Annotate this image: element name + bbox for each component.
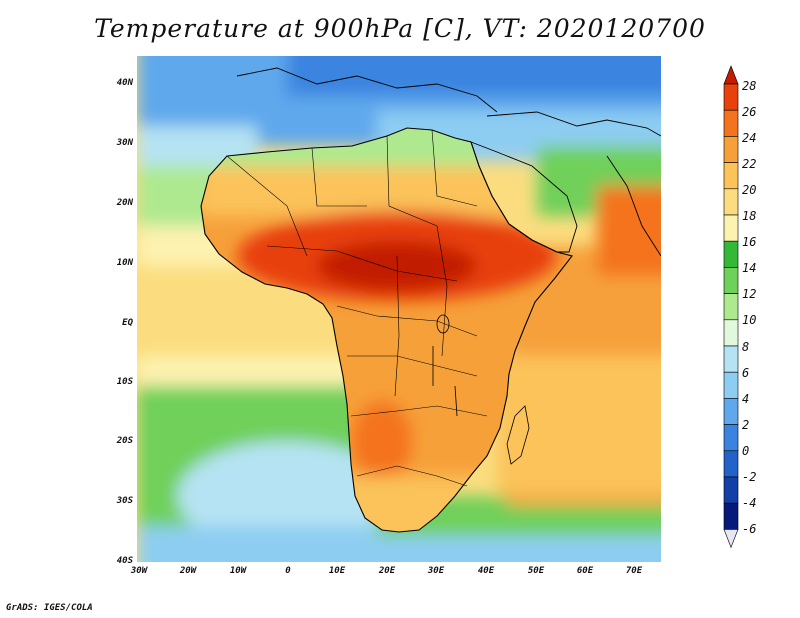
lon-label: 20W: [179, 566, 197, 576]
lon-label: 40E: [477, 566, 495, 576]
lat-label: 40S: [116, 556, 133, 566]
colorbar-label: -4: [742, 496, 757, 510]
lat-label: 40N: [116, 78, 133, 88]
colorbar-label: 20: [742, 183, 757, 197]
sahara-band: [201, 166, 517, 216]
credit-label: GrADS: IGES/COLA: [6, 603, 93, 613]
colorbar-label: 8: [742, 340, 750, 354]
asia-coast: [486, 111, 661, 137]
lon-label: 10E: [328, 566, 346, 576]
lon-label: 70E: [625, 566, 643, 576]
india-coast: [606, 155, 661, 257]
colorbar-segment: [723, 502, 739, 530]
north-cold-band: [287, 56, 661, 96]
colorbar-label: 6: [742, 366, 750, 380]
india-warm-band: [597, 186, 661, 276]
colorbar-label: 28: [742, 79, 757, 93]
lon-label: 30W: [130, 566, 148, 576]
colorbar-segment: [723, 188, 739, 216]
lat-label: 30N: [116, 138, 133, 148]
colorbar-label: -2: [742, 470, 757, 484]
lon-label: 0: [285, 566, 291, 576]
colorbar-segment: [723, 450, 739, 478]
colorbar-label: -6: [742, 522, 757, 536]
lon-label: 50E: [527, 566, 545, 576]
lon-label: 60E: [576, 566, 594, 576]
madagascar: [506, 405, 530, 465]
colorbar-segment: [723, 476, 739, 504]
colorbar-segment: [723, 136, 739, 163]
colorbar-segment: [723, 240, 739, 268]
colorbar-label: 10: [742, 313, 757, 327]
temperature-map: [137, 56, 661, 562]
colorbar-label: 12: [742, 287, 757, 301]
country-borders: [226, 129, 488, 487]
lat-label: 30S: [116, 496, 133, 506]
lat-label: 20S: [116, 436, 133, 446]
colorbar-label: 26: [742, 105, 757, 119]
colorbar-label: 24: [742, 131, 757, 145]
lon-label: 30E: [427, 566, 445, 576]
colorbar-segment: [723, 345, 739, 373]
map-canvas: [137, 56, 661, 562]
colorbar-segment: [723, 371, 739, 399]
colorbar-segment: [723, 109, 739, 137]
colorbar-label: 22: [742, 157, 757, 171]
colorbar-segment: [723, 424, 739, 452]
lon-label: 10W: [229, 566, 247, 576]
colorbar-label: 0: [742, 444, 750, 458]
colorbar-label: 4: [742, 392, 750, 406]
colorbar-label: 16: [742, 235, 757, 249]
colorbar-segment: [723, 214, 739, 242]
colorbar-segment: [723, 293, 739, 321]
lat-label: 20N: [116, 198, 133, 208]
colorbar-segment: [723, 319, 739, 347]
colorbar-label: 18: [742, 209, 757, 223]
europe-coast: [236, 67, 498, 113]
lon-label: 20E: [378, 566, 396, 576]
colorbar-segment: [723, 398, 739, 425]
great-lakes: [432, 314, 458, 417]
colorbar-segment: [723, 83, 739, 111]
chart-title: Temperature at 900hPa [C], VT: 202012070…: [94, 14, 706, 43]
lat-label: EQ: [122, 318, 133, 328]
colorbar-label: 14: [742, 261, 757, 275]
colorbar-segment: [723, 162, 739, 190]
lat-label: 10S: [116, 377, 133, 387]
colorbar-top-arrow: [723, 65, 739, 85]
lat-label: 10N: [116, 258, 133, 268]
colorbar-segment: [723, 267, 739, 294]
kalahari-hot-region: [352, 401, 412, 481]
colorbar-bottom-arrow: [723, 529, 739, 549]
colorbar: [723, 65, 739, 549]
cold-south-region: [177, 441, 397, 551]
colorbar-label: 2: [742, 418, 750, 432]
